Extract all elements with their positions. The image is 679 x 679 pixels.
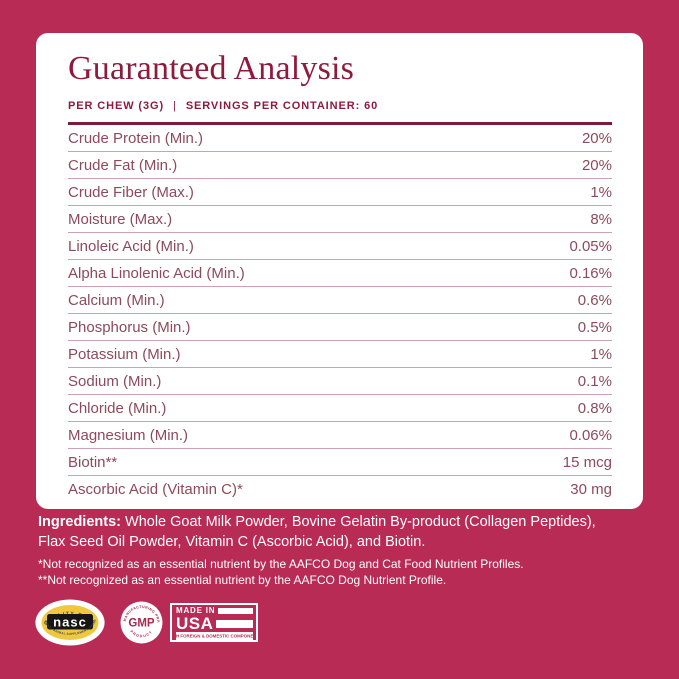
footnote-aafco-dog-cat: *Not recognized as an essential nutrient… <box>38 557 524 571</box>
nutrient-value: 20% <box>581 129 612 147</box>
nutrient-value: 1% <box>590 345 612 363</box>
usa-badge-row2: USA <box>176 614 253 633</box>
thick-rule <box>68 122 612 125</box>
nasc-name-text: nasc <box>53 615 87 630</box>
gmp-seal-icon: GOOD MANUFACTURING PRACTICE GMP PRODUCT <box>120 601 163 644</box>
table-row: Chloride (Min.) 0.8% <box>68 395 612 422</box>
ingredients-text: Ingredients: Whole Goat Milk Powder, Bov… <box>38 513 648 552</box>
table-row: Alpha Linolenic Acid (Min.) 0.16% <box>68 260 612 287</box>
nutrient-value: 0.06% <box>569 426 612 444</box>
per-chew-label: PER CHEW (3G) <box>68 99 165 112</box>
nutrient-value: 30 mg <box>570 480 612 498</box>
ingredients-line-1: Ingredients: Whole Goat Milk Powder, Bov… <box>38 513 648 533</box>
usa-badge-row1: MADE IN <box>176 607 253 615</box>
nutrient-label: Chloride (Min.) <box>68 399 167 417</box>
nutrient-value: 8% <box>590 210 612 228</box>
table-row: Moisture (Max.) 8% <box>68 206 612 233</box>
ingredients-line-2: Flax Seed Oil Powder, Vitamin C (Ascorbi… <box>38 533 426 550</box>
nutrient-value: 0.05% <box>569 237 612 255</box>
nutrient-value: 0.5% <box>577 318 612 336</box>
table-row: Sodium (Min.) 0.1% <box>68 368 612 395</box>
nutrient-label: Crude Protein (Min.) <box>68 129 204 147</box>
table-row: Biotin** 15 mcg <box>68 449 612 476</box>
nutrient-label: Moisture (Max.) <box>68 210 173 228</box>
gmp-center-text: GMP <box>128 618 155 630</box>
made-in-text: MADE IN <box>176 606 216 615</box>
nutrient-label: Linoleic Acid (Min.) <box>68 237 194 255</box>
usa-text: USA <box>176 614 214 633</box>
ingredients-label: Ingredients: <box>38 514 121 530</box>
usa-badge-row3: WITH FOREIGN & DOMESTIC COMPONENTS <box>176 632 253 640</box>
guaranteed-analysis-card: Guaranteed Analysis PER CHEW (3G) | SERV… <box>36 33 643 509</box>
nutrient-label: Calcium (Min.) <box>68 291 165 309</box>
nutrient-label: Crude Fat (Min.) <box>68 156 178 174</box>
nutrient-value: 0.6% <box>577 291 612 309</box>
table-row: Magnesium (Min.) 0.06% <box>68 422 612 449</box>
made-in-usa-badge: MADE IN USA WITH FOREIGN & DOMESTIC COMP… <box>170 603 258 642</box>
ingredients-list: Whole Goat Milk Powder, Bovine Gelatin B… <box>120 514 596 530</box>
table-row: Linoleic Acid (Min.) 0.05% <box>68 233 612 260</box>
servings-label: SERVINGS PER CONTAINER: 60 <box>185 99 379 112</box>
nasc-quality-seal-icon: QUALITY SEAL nasc NATIONAL ANIMAL SUPPLE… <box>35 599 105 646</box>
nutrient-label: Crude Fiber (Max.) <box>68 183 194 201</box>
table-row: Phosphorus (Min.) 0.5% <box>68 314 612 341</box>
nutrient-value: 20% <box>581 156 612 174</box>
nutrient-value: 0.8% <box>577 399 612 417</box>
nutrient-value: 0.1% <box>577 372 612 390</box>
serving-info: PER CHEW (3G) | SERVINGS PER CONTAINER: … <box>68 99 612 112</box>
footnotes: *Not recognized as an essential nutrient… <box>38 556 648 588</box>
nutrient-value: 1% <box>590 183 612 201</box>
nutrient-label: Phosphorus (Min.) <box>68 318 191 336</box>
analysis-table: Crude Protein (Min.) 20% Crude Fat (Min.)… <box>68 125 612 502</box>
nutrient-value: 15 mcg <box>562 453 612 471</box>
table-row: Crude Fiber (Max.) 1% <box>68 179 612 206</box>
page-title: Guaranteed Analysis <box>68 50 355 87</box>
table-row: Ascorbic Acid (Vitamin C)* 30 mg <box>68 476 612 502</box>
table-row: Crude Fat (Min.) 20% <box>68 152 612 179</box>
components-text: WITH FOREIGN & DOMESTIC COMPONENTS <box>176 633 253 639</box>
nutrient-label: Alpha Linolenic Acid (Min.) <box>68 264 245 282</box>
nutrient-label: Magnesium (Min.) <box>68 426 189 444</box>
nutrient-label: Biotin** <box>68 453 118 471</box>
table-row: Calcium (Min.) 0.6% <box>68 287 612 314</box>
table-row: Crude Protein (Min.) 20% <box>68 125 612 152</box>
stripe-bar <box>218 608 253 614</box>
nutrient-label: Potassium (Min.) <box>68 345 181 363</box>
nutrient-label: Ascorbic Acid (Vitamin C)* <box>68 480 243 498</box>
table-row: Potassium (Min.) 1% <box>68 341 612 368</box>
stripe-bar <box>216 619 253 628</box>
nutrient-label: Sodium (Min.) <box>68 372 162 390</box>
nutrient-value: 0.16% <box>569 264 612 282</box>
divider: | <box>173 99 177 112</box>
footnote-aafco-dog: **Not recognized as an essential nutrien… <box>38 573 447 587</box>
